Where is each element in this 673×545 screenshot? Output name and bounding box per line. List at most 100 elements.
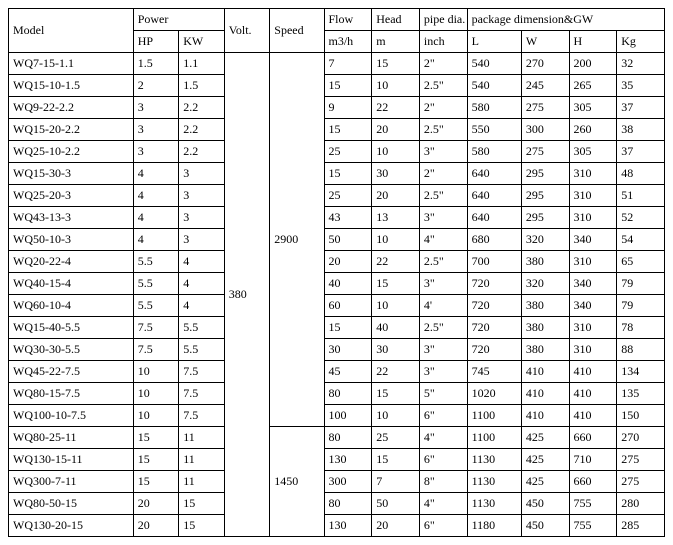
cell-w: 380 bbox=[521, 251, 569, 273]
cell-hp: 4 bbox=[133, 229, 179, 251]
table-row: WQ7-15-1.11.51.138029007152"54027020032 bbox=[9, 53, 665, 75]
cell-flow: 40 bbox=[324, 273, 372, 295]
cell-flow: 43 bbox=[324, 207, 372, 229]
col-model: Model bbox=[9, 9, 134, 53]
cell-model: WQ130-15-11 bbox=[9, 449, 134, 471]
cell-w: 425 bbox=[521, 427, 569, 449]
cell-w: 295 bbox=[521, 163, 569, 185]
cell-model: WQ50-10-3 bbox=[9, 229, 134, 251]
cell-l: 1130 bbox=[467, 471, 521, 493]
col-flow: Flow bbox=[324, 9, 372, 31]
table-row: WQ9-22-2.232.29222"58027530537 bbox=[9, 97, 665, 119]
col-pipe: pipe dia. bbox=[419, 9, 467, 31]
cell-model: WQ43-13-3 bbox=[9, 207, 134, 229]
cell-head: 15 bbox=[372, 383, 420, 405]
cell-pipe: 6" bbox=[419, 449, 467, 471]
cell-head: 10 bbox=[372, 229, 420, 251]
cell-kw: 3 bbox=[179, 207, 225, 229]
cell-kg: 65 bbox=[617, 251, 665, 273]
table-row: WQ25-20-34325202.5"64029531051 bbox=[9, 185, 665, 207]
cell-l: 1100 bbox=[467, 427, 521, 449]
cell-kg: 150 bbox=[617, 405, 665, 427]
cell-h: 310 bbox=[569, 251, 617, 273]
table-row: WQ25-10-2.232.225103"58027530537 bbox=[9, 141, 665, 163]
cell-kg: 78 bbox=[617, 317, 665, 339]
col-package: package dimension&GW bbox=[467, 9, 664, 31]
cell-w: 425 bbox=[521, 471, 569, 493]
cell-l: 720 bbox=[467, 273, 521, 295]
cell-pipe: 2.5" bbox=[419, 317, 467, 339]
table-row: WQ40-15-45.5440153"72032034079 bbox=[9, 273, 665, 295]
cell-head: 25 bbox=[372, 427, 420, 449]
cell-kg: 285 bbox=[617, 515, 665, 537]
cell-head: 20 bbox=[372, 185, 420, 207]
cell-pipe: 4" bbox=[419, 493, 467, 515]
cell-h: 710 bbox=[569, 449, 617, 471]
cell-head: 10 bbox=[372, 295, 420, 317]
cell-flow: 130 bbox=[324, 449, 372, 471]
cell-pipe: 2.5" bbox=[419, 75, 467, 97]
cell-kw: 7.5 bbox=[179, 405, 225, 427]
cell-flow: 45 bbox=[324, 361, 372, 383]
col-head: Head bbox=[372, 9, 420, 31]
cell-l: 700 bbox=[467, 251, 521, 273]
cell-w: 410 bbox=[521, 405, 569, 427]
cell-pipe: 3" bbox=[419, 273, 467, 295]
cell-hp: 5.5 bbox=[133, 251, 179, 273]
cell-hp: 2 bbox=[133, 75, 179, 97]
cell-pipe: 6" bbox=[419, 515, 467, 537]
cell-kg: 79 bbox=[617, 295, 665, 317]
cell-hp: 20 bbox=[133, 493, 179, 515]
cell-h: 410 bbox=[569, 361, 617, 383]
cell-kg: 275 bbox=[617, 471, 665, 493]
cell-model: WQ40-15-4 bbox=[9, 273, 134, 295]
cell-w: 410 bbox=[521, 361, 569, 383]
cell-kw: 5.5 bbox=[179, 339, 225, 361]
cell-l: 580 bbox=[467, 97, 521, 119]
cell-l: 720 bbox=[467, 317, 521, 339]
table-header: Model Power Volt. Speed Flow Head pipe d… bbox=[9, 9, 665, 53]
cell-head: 7 bbox=[372, 471, 420, 493]
cell-model: WQ100-10-7.5 bbox=[9, 405, 134, 427]
cell-flow: 25 bbox=[324, 185, 372, 207]
cell-l: 540 bbox=[467, 53, 521, 75]
cell-kw: 2.2 bbox=[179, 141, 225, 163]
cell-head: 40 bbox=[372, 317, 420, 339]
cell-head: 20 bbox=[372, 515, 420, 537]
cell-kg: 48 bbox=[617, 163, 665, 185]
cell-flow: 7 bbox=[324, 53, 372, 75]
cell-head: 22 bbox=[372, 97, 420, 119]
cell-l: 680 bbox=[467, 229, 521, 251]
cell-kg: 37 bbox=[617, 97, 665, 119]
cell-model: WQ25-10-2.2 bbox=[9, 141, 134, 163]
cell-kw: 7.5 bbox=[179, 361, 225, 383]
cell-pipe: 8" bbox=[419, 471, 467, 493]
cell-h: 660 bbox=[569, 427, 617, 449]
cell-l: 1100 bbox=[467, 405, 521, 427]
cell-kg: 35 bbox=[617, 75, 665, 97]
table-row: WQ15-10-1.521.515102.5"54024526535 bbox=[9, 75, 665, 97]
cell-model: WQ15-20-2.2 bbox=[9, 119, 134, 141]
cell-w: 275 bbox=[521, 97, 569, 119]
cell-l: 640 bbox=[467, 185, 521, 207]
cell-head: 10 bbox=[372, 141, 420, 163]
cell-kg: 52 bbox=[617, 207, 665, 229]
cell-model: WQ80-50-15 bbox=[9, 493, 134, 515]
cell-kw: 1.5 bbox=[179, 75, 225, 97]
cell-head: 15 bbox=[372, 273, 420, 295]
cell-kw: 4 bbox=[179, 251, 225, 273]
cell-hp: 1.5 bbox=[133, 53, 179, 75]
cell-head: 30 bbox=[372, 163, 420, 185]
cell-hp: 10 bbox=[133, 405, 179, 427]
col-h: H bbox=[569, 31, 617, 53]
col-volt: Volt. bbox=[224, 9, 270, 53]
cell-h: 305 bbox=[569, 141, 617, 163]
cell-pipe: 4' bbox=[419, 295, 467, 317]
cell-l: 640 bbox=[467, 207, 521, 229]
cell-flow: 15 bbox=[324, 75, 372, 97]
cell-w: 300 bbox=[521, 119, 569, 141]
cell-hp: 7.5 bbox=[133, 339, 179, 361]
cell-flow: 15 bbox=[324, 163, 372, 185]
cell-h: 265 bbox=[569, 75, 617, 97]
cell-l: 1130 bbox=[467, 449, 521, 471]
